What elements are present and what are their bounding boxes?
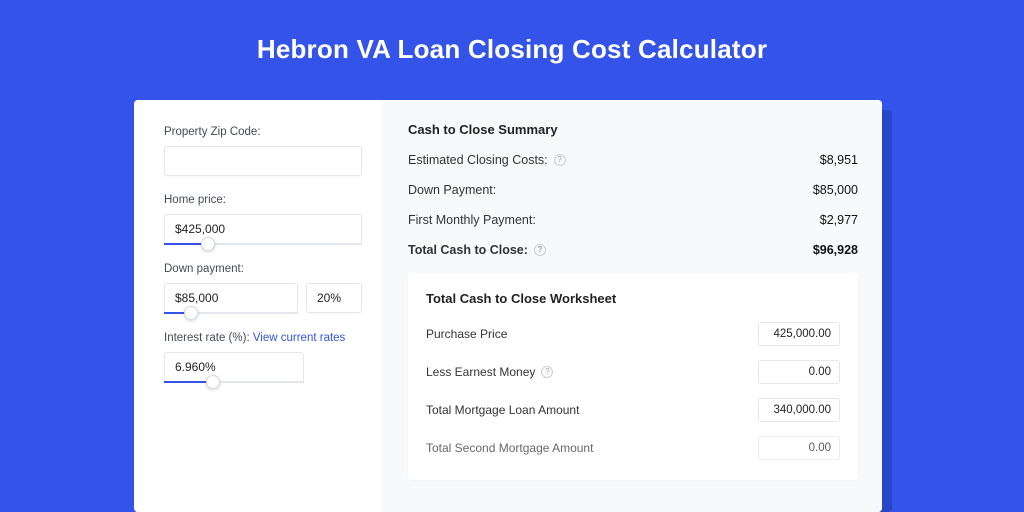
interest-rate-block: Interest rate (%): View current rates — [164, 332, 362, 383]
home-price-thumb[interactable] — [201, 237, 215, 251]
home-price-track[interactable] — [164, 243, 362, 245]
summary-row-first-payment: First Monthly Payment: $2,977 — [408, 213, 858, 227]
down-payment-block: Down payment: — [164, 263, 362, 314]
home-price-input[interactable] — [164, 214, 362, 244]
summary-row-closing-costs: Estimated Closing Costs: ? $8,951 — [408, 153, 858, 167]
calculator-card: Property Zip Code: Home price: Down paym… — [134, 100, 882, 512]
summary-value-total: $96,928 — [813, 243, 858, 257]
summary-label-first-payment: First Monthly Payment: — [408, 213, 536, 227]
down-payment-label: Down payment: — [164, 263, 362, 275]
zip-label: Property Zip Code: — [164, 126, 362, 138]
interest-rate-label-row: Interest rate (%): View current rates — [164, 332, 362, 344]
input-panel: Property Zip Code: Home price: Down paym… — [134, 100, 382, 512]
ws-label-purchase-price: Purchase Price — [426, 327, 507, 341]
home-price-slider[interactable] — [164, 214, 362, 245]
view-current-rates-link[interactable]: View current rates — [253, 332, 345, 344]
down-payment-track[interactable] — [164, 312, 298, 314]
ws-row-earnest-money: Less Earnest Money ? 0.00 — [426, 360, 840, 384]
zip-block: Property Zip Code: — [164, 126, 362, 176]
ws-row-purchase-price: Purchase Price 425,000.00 — [426, 322, 840, 346]
interest-rate-track[interactable] — [164, 381, 304, 383]
ws-row-second-mortgage: Total Second Mortgage Amount 0.00 — [426, 436, 840, 460]
summary-label-total: Total Cash to Close: — [408, 243, 528, 257]
ws-row-mortgage-amount: Total Mortgage Loan Amount 340,000.00 — [426, 398, 840, 422]
summary-label-closing-costs: Estimated Closing Costs: — [408, 153, 548, 167]
ws-value-earnest-money[interactable]: 0.00 — [758, 360, 840, 384]
help-icon[interactable]: ? — [541, 366, 553, 378]
interest-rate-thumb[interactable] — [206, 375, 220, 389]
worksheet-card: Total Cash to Close Worksheet Purchase P… — [408, 273, 858, 480]
ws-label-earnest-money: Less Earnest Money — [426, 365, 535, 379]
ws-value-purchase-price[interactable]: 425,000.00 — [758, 322, 840, 346]
summary-value-closing-costs: $8,951 — [820, 153, 858, 167]
help-icon[interactable]: ? — [534, 244, 546, 256]
ws-value-second-mortgage[interactable]: 0.00 — [758, 436, 840, 460]
summary-row-total: Total Cash to Close: ? $96,928 — [408, 243, 858, 257]
summary-title: Cash to Close Summary — [408, 122, 858, 137]
summary-value-down-payment: $85,000 — [813, 183, 858, 197]
summary-panel: Cash to Close Summary Estimated Closing … — [382, 100, 882, 512]
summary-label-down-payment: Down Payment: — [408, 183, 496, 197]
home-price-label: Home price: — [164, 194, 362, 206]
ws-value-mortgage-amount[interactable]: 340,000.00 — [758, 398, 840, 422]
interest-rate-label: Interest rate (%): — [164, 332, 250, 344]
interest-rate-slider[interactable] — [164, 352, 304, 383]
page-title: Hebron VA Loan Closing Cost Calculator — [0, 0, 1024, 65]
down-payment-slider[interactable] — [164, 283, 298, 314]
down-payment-pct-input[interactable] — [306, 283, 362, 313]
down-payment-pct-col — [306, 283, 362, 313]
worksheet-title: Total Cash to Close Worksheet — [426, 291, 840, 306]
ws-label-second-mortgage: Total Second Mortgage Amount — [426, 441, 593, 455]
ws-label-mortgage-amount: Total Mortgage Loan Amount — [426, 403, 579, 417]
interest-rate-input[interactable] — [164, 352, 304, 382]
help-icon[interactable]: ? — [554, 154, 566, 166]
down-payment-thumb[interactable] — [184, 306, 198, 320]
zip-input[interactable] — [164, 146, 362, 176]
summary-value-first-payment: $2,977 — [820, 213, 858, 227]
home-price-block: Home price: — [164, 194, 362, 245]
summary-row-down-payment: Down Payment: $85,000 — [408, 183, 858, 197]
